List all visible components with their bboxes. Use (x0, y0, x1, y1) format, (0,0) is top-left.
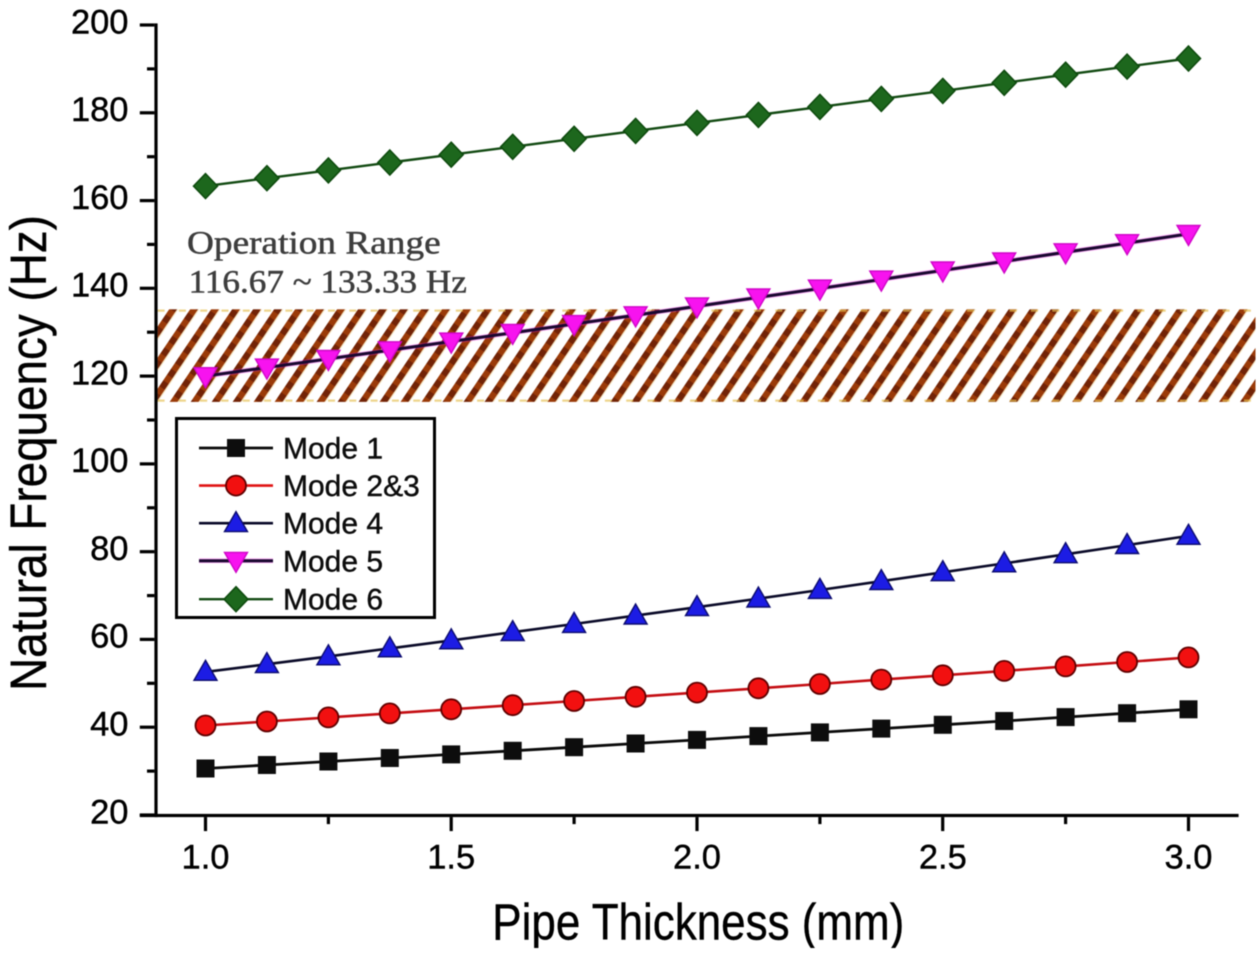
svg-text:Mode 6: Mode 6 (283, 584, 383, 617)
svg-text:160: 160 (71, 179, 129, 217)
svg-text:2.5: 2.5 (919, 839, 967, 877)
svg-text:3.0: 3.0 (1165, 839, 1213, 877)
svg-text:2.0: 2.0 (673, 839, 721, 877)
svg-text:Pipe Thickness (mm): Pipe Thickness (mm) (492, 895, 904, 948)
svg-text:100: 100 (71, 442, 129, 480)
svg-text:Mode 2&3: Mode 2&3 (283, 470, 420, 503)
svg-text:1.5: 1.5 (427, 839, 475, 877)
svg-text:1.0: 1.0 (182, 839, 230, 877)
svg-text:120: 120 (71, 354, 129, 392)
svg-text:80: 80 (90, 530, 128, 568)
svg-text:Operation Range: Operation Range (187, 225, 441, 262)
svg-text:60: 60 (90, 618, 128, 656)
svg-text:116.67 ~ 133.33 Hz: 116.67 ~ 133.33 Hz (189, 264, 467, 300)
svg-text:Mode 5: Mode 5 (283, 545, 383, 578)
svg-text:Natural Frequency (Hz): Natural Frequency (Hz) (1, 215, 58, 691)
svg-text:40: 40 (90, 706, 128, 744)
svg-text:20: 20 (90, 793, 128, 831)
svg-text:Mode 1: Mode 1 (283, 433, 383, 466)
svg-text:180: 180 (71, 91, 129, 129)
svg-text:Mode 4: Mode 4 (283, 508, 383, 541)
svg-text:140: 140 (71, 267, 129, 305)
svg-text:200: 200 (71, 3, 129, 41)
